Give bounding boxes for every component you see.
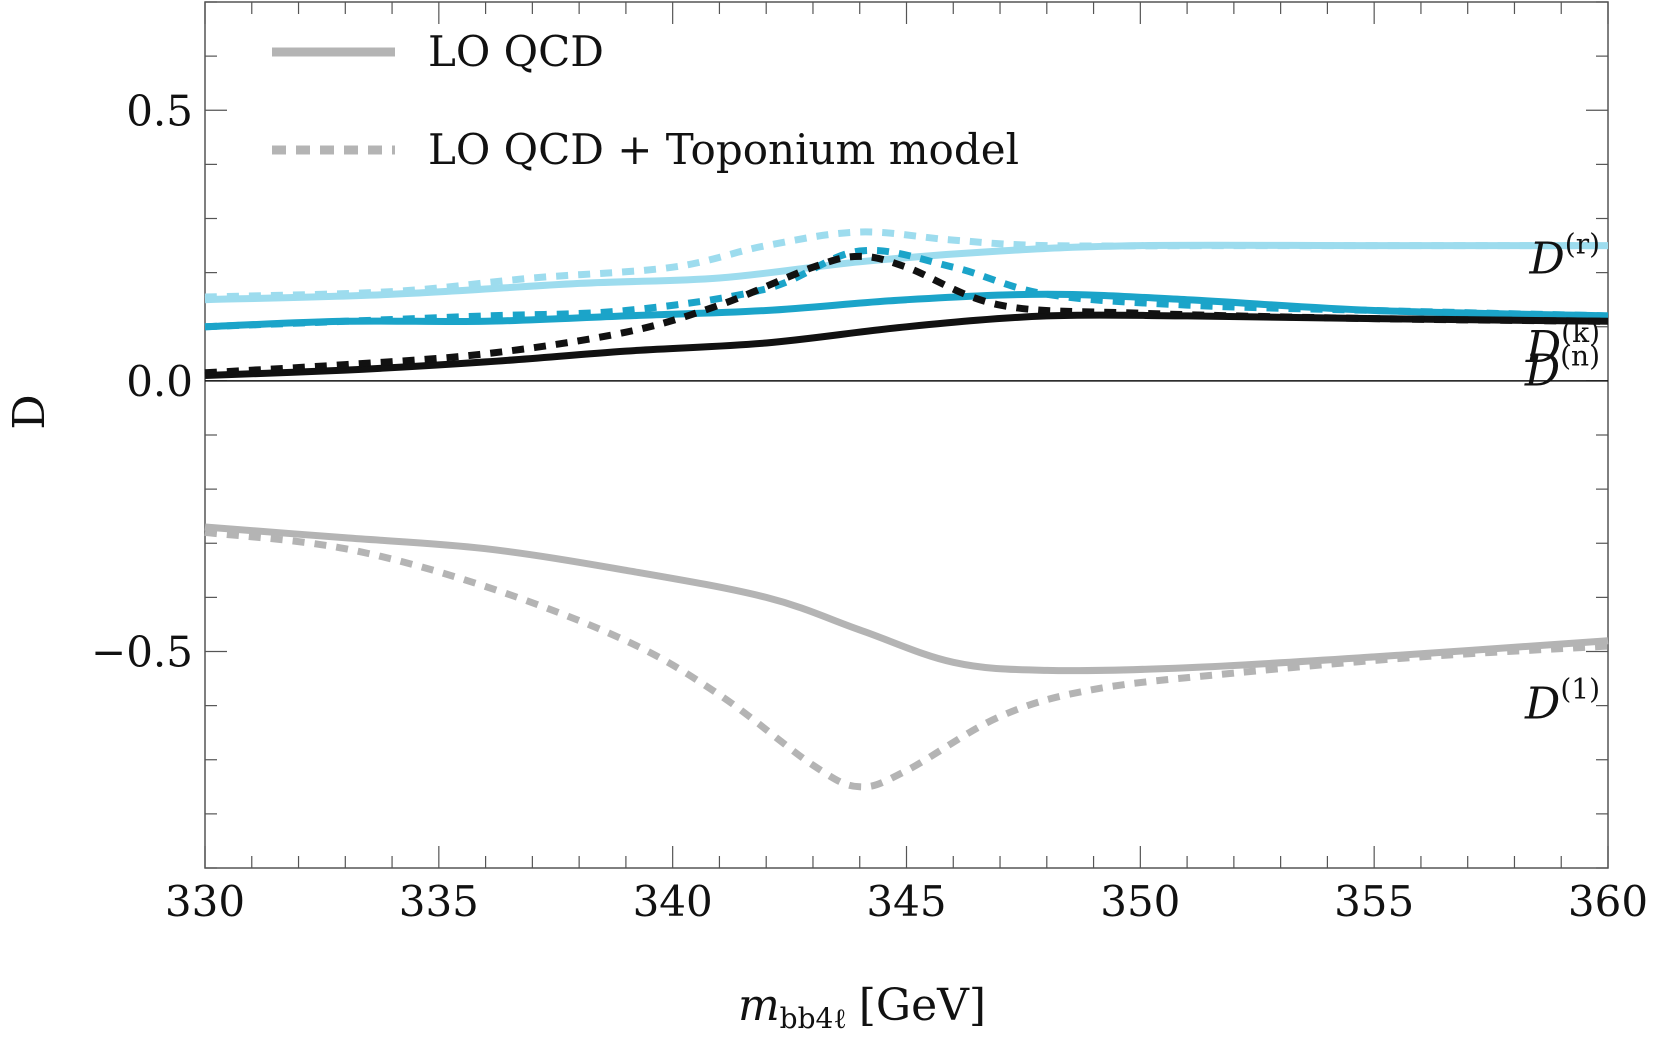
y-axis-label: D — [4, 394, 55, 429]
series-line-Dr-toponium — [204, 228, 1608, 301]
series-label-Dk: D(k) — [1525, 316, 1600, 373]
series-line-Dn-toponium — [204, 252, 1609, 377]
legend-label-toponium: LO QCD + Toponium model — [428, 125, 1019, 174]
y-tick-label: 0.5 — [126, 86, 193, 135]
x-tick-label: 355 — [1334, 877, 1414, 926]
series-lines — [204, 228, 1609, 791]
series-line-Dk-toponium — [204, 246, 1609, 331]
series-labels: D(r) D(k)D(n) D(1) — [1524, 228, 1600, 730]
axes: 330 335 340 345 350 355 360 −0.5 0.0 0.5 — [91, 1, 1648, 926]
y-tick-label: 0.0 — [126, 357, 193, 406]
x-axis-label-unit: [GeV] — [859, 980, 986, 1031]
x-tick-label: 340 — [633, 877, 713, 926]
series-label-Dr: D(r) — [1528, 228, 1600, 285]
y-tick-label: −0.5 — [91, 628, 193, 677]
x-axis-label-main: m — [738, 980, 780, 1031]
series-label-D1: D(1) — [1524, 673, 1600, 730]
series-line-D1-lo-qcd — [204, 523, 1609, 675]
legend-label-lo-qcd: LO QCD — [428, 27, 604, 76]
legend: LO QCD LO QCD + Toponium model — [272, 27, 1019, 174]
series-label-Dn: D(n) — [1524, 339, 1600, 396]
x-axis-label-subscript: bb4ℓ — [780, 1002, 847, 1035]
x-tick-label: 330 — [165, 877, 245, 926]
x-axis-label: mbb4ℓ [GeV] — [738, 980, 986, 1035]
x-tick-label: 350 — [1100, 877, 1180, 926]
x-tick-label: 360 — [1568, 877, 1648, 926]
series-line-D1-toponium — [204, 528, 1609, 791]
x-tick-label: 345 — [866, 877, 946, 926]
x-tick-label: 335 — [399, 877, 479, 926]
